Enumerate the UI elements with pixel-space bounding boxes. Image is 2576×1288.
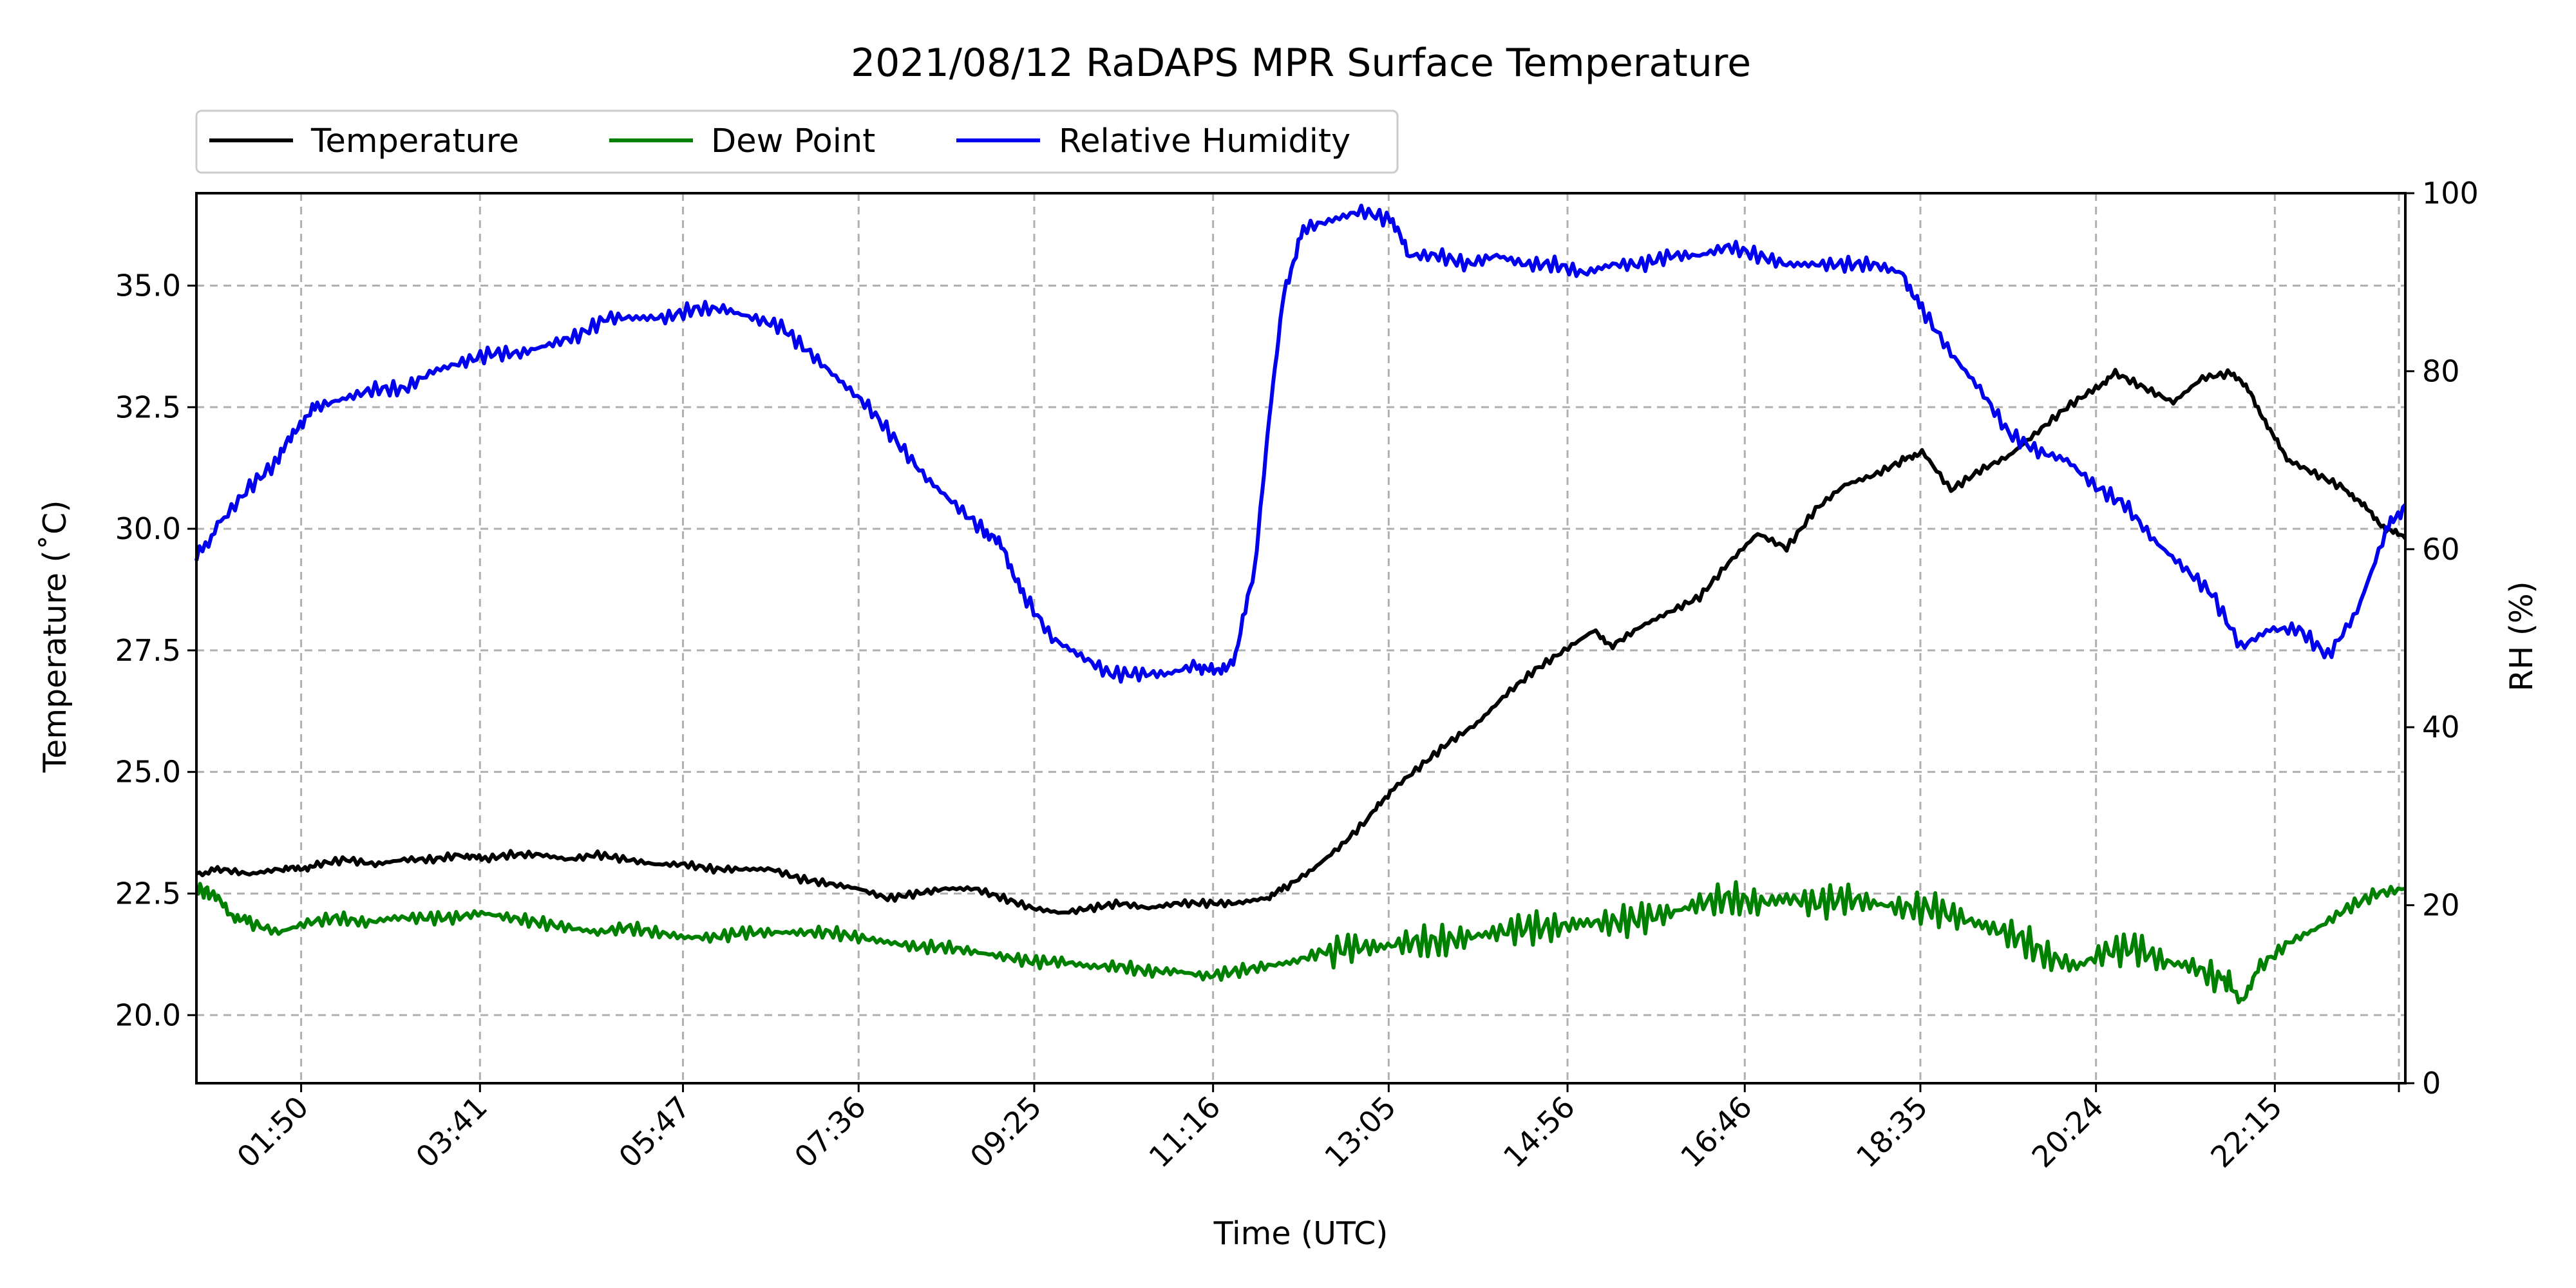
y-left-tick-label-0: 20.0 bbox=[115, 998, 181, 1032]
y-right-tick-label-4: 80 bbox=[2422, 354, 2460, 388]
legend-frame bbox=[195, 109, 1399, 174]
y-left-tick-label-6: 35.0 bbox=[115, 268, 181, 303]
y-left-tick-label-1: 22.5 bbox=[115, 876, 181, 911]
series-lines bbox=[194, 204, 2407, 1005]
y-left-tick-label-3: 27.5 bbox=[115, 633, 181, 668]
legend-label-temperature: Temperature bbox=[310, 122, 519, 160]
y-axis-right-ticks: 0 20 40 60 80 100 bbox=[2405, 176, 2479, 1101]
y-right-tick-label-0: 0 bbox=[2422, 1066, 2441, 1101]
y-axis-right-label: RH (%) bbox=[2503, 581, 2540, 691]
series-line-dew-point bbox=[194, 880, 2406, 1005]
plot-frame bbox=[195, 192, 2407, 1084]
chart-title: 2021/08/12 RaDAPS MPR Surface Temperatur… bbox=[851, 41, 1751, 86]
grid bbox=[196, 193, 2405, 1083]
y-left-tick-label-2: 25.0 bbox=[115, 755, 181, 790]
legend: Temperature Dew Point Relative Humidity bbox=[195, 109, 1399, 174]
legend-label-dew-point: Dew Point bbox=[711, 122, 875, 160]
series-line-temperature bbox=[195, 368, 2407, 915]
y-right-tick-label-1: 20 bbox=[2422, 888, 2460, 923]
y-axis-left-label: Temperature (˚C) bbox=[37, 500, 73, 773]
x-axis-label: Time (UTC) bbox=[1213, 1215, 1388, 1252]
y-left-tick-label-4: 30.0 bbox=[115, 511, 181, 546]
y-axis-left-ticks: 20.0 22.5 25.0 27.5 30.0 32.5 35.0 bbox=[115, 268, 196, 1032]
y-right-tick-label-2: 40 bbox=[2422, 710, 2460, 744]
y-left-tick-label-5: 32.5 bbox=[115, 390, 181, 424]
y-right-tick-label-5: 100 bbox=[2422, 176, 2479, 211]
y-right-tick-label-3: 60 bbox=[2422, 532, 2460, 567]
series-line-relative-humidity bbox=[194, 204, 2407, 684]
legend-label-relative-humidity: Relative Humidity bbox=[1059, 122, 1350, 160]
